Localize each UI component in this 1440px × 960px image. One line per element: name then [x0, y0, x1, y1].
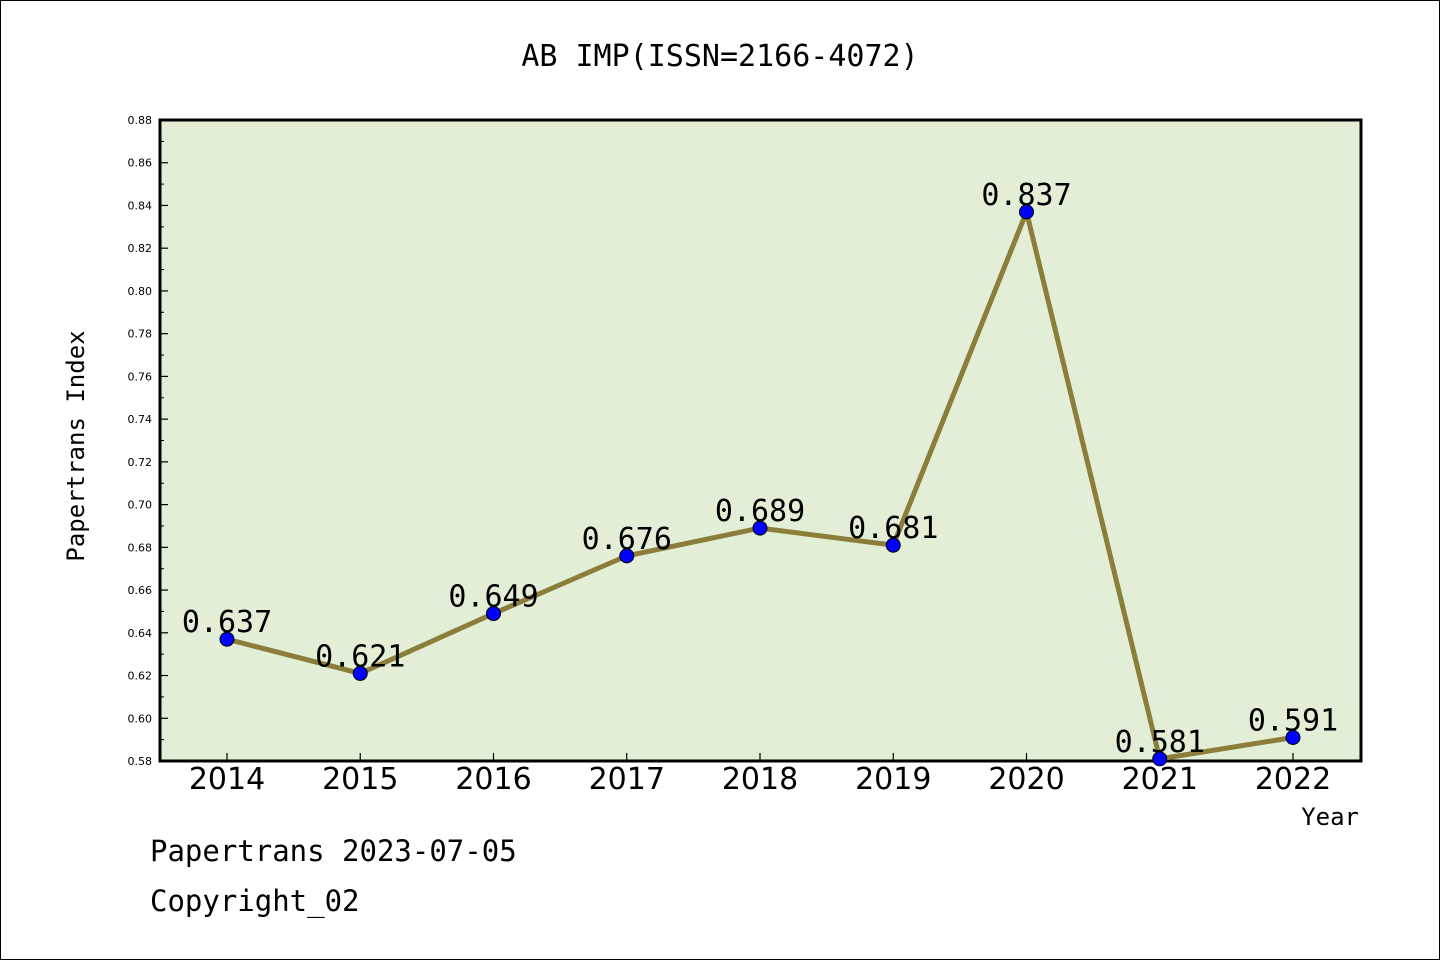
y-tick-label: 0.80 — [128, 285, 153, 298]
x-tick-label: 2017 — [589, 762, 665, 797]
y-tick-label: 0.60 — [128, 712, 153, 725]
y-tick-label: 0.72 — [128, 456, 153, 469]
data-label: 0.621 — [315, 639, 405, 674]
data-point — [1152, 751, 1168, 767]
data-label: 0.591 — [1248, 703, 1338, 738]
data-label: 0.837 — [981, 178, 1071, 213]
data-point — [352, 665, 368, 681]
data-point — [1285, 729, 1301, 745]
data-point — [1019, 204, 1034, 220]
x-tick-label: 2018 — [722, 762, 798, 797]
y-tick-label: 0.66 — [128, 584, 153, 597]
x-axis-label: Year — [1301, 803, 1359, 831]
data-label: 0.637 — [182, 605, 272, 640]
data-labels: 0.637 0.621 0.649 0.676 0.689 0.681 0.837 0.581… — [182, 178, 1338, 760]
data-point — [486, 606, 501, 622]
y-tick-label: 0.58 — [128, 755, 153, 768]
data-point — [219, 631, 235, 647]
plot-area — [158, 118, 1363, 763]
y-axis: 0.58 0.60 0.62 0.64 0.66 0.68 0.70 0.72 0.74 0.76… — [128, 114, 168, 768]
y-tick-label: 0.82 — [128, 242, 153, 255]
y-tick-label: 0.64 — [128, 627, 153, 640]
data-label: 0.649 — [448, 580, 538, 615]
y-tick-label: 0.78 — [128, 328, 153, 341]
footer-copyright: Copyright_02 — [150, 884, 360, 918]
footer-date: Papertrans 2023-07-05 — [150, 834, 517, 868]
x-tick-label: 2021 — [1122, 762, 1198, 797]
data-label: 0.676 — [582, 522, 672, 557]
x-tick-label: 2014 — [189, 762, 265, 797]
x-tick-label: 2022 — [1255, 762, 1331, 797]
data-label: 0.681 — [848, 511, 938, 546]
x-tick-label: 2016 — [455, 762, 531, 797]
y-axis-label: Papertrans Index — [62, 330, 90, 561]
data-point — [885, 537, 901, 553]
data-point — [752, 520, 768, 536]
data-points — [219, 204, 1301, 767]
x-axis: 2014 2015 2016 2017 2018 2019 2020 2021 2022 — [189, 753, 1331, 797]
x-tick-label: 2015 — [322, 762, 398, 797]
chart-title: AB IMP(ISSN=2166-4072) — [521, 39, 918, 74]
x-tick-label: 2020 — [988, 762, 1064, 797]
y-tick-label: 0.76 — [128, 370, 153, 383]
data-point — [619, 548, 635, 564]
y-tick-label: 0.74 — [128, 413, 153, 426]
y-tick-label: 0.68 — [128, 541, 153, 554]
y-tick-label: 0.62 — [128, 670, 153, 683]
y-tick-label: 0.86 — [128, 157, 153, 170]
y-tick-label: 0.84 — [128, 199, 153, 212]
data-label: 0.581 — [1115, 725, 1205, 760]
y-tick-label: 0.70 — [128, 499, 153, 512]
x-tick-label: 2019 — [855, 762, 931, 797]
y-tick-label: 0.88 — [128, 114, 153, 127]
data-label: 0.689 — [715, 494, 805, 529]
